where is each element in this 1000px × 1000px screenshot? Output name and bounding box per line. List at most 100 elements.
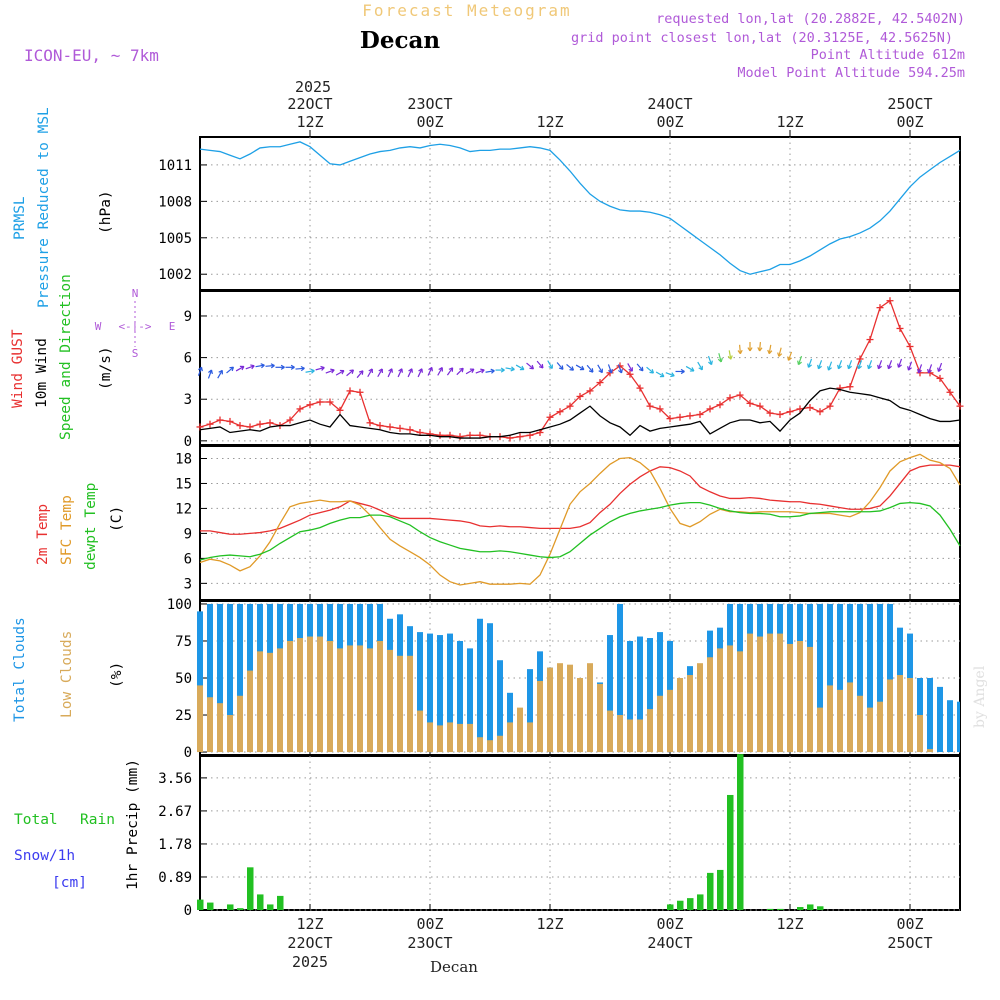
bar-total-clouds	[647, 638, 653, 753]
wind-arrow	[777, 347, 783, 357]
gust-marker	[686, 412, 694, 420]
wind-arrow-head	[937, 367, 940, 372]
panel-3	[197, 600, 961, 756]
panel-1	[196, 290, 964, 446]
wind-arrow-shaft	[325, 369, 335, 374]
top-axis-hour: 12Z	[776, 113, 803, 131]
wind-arrow	[207, 369, 213, 379]
gust-marker	[316, 398, 324, 406]
bar-total-rain	[767, 908, 774, 910]
wind-arrow	[646, 366, 655, 374]
wind-arrow-shaft	[586, 364, 594, 373]
bar-low-clouds	[927, 749, 933, 753]
wind-arrow	[597, 364, 603, 374]
gust-marker	[366, 419, 374, 427]
gust-marker	[956, 402, 964, 410]
wind-arrow	[235, 365, 245, 372]
snow-cm-label: [cm]	[52, 875, 87, 891]
wind-arrow	[707, 355, 713, 366]
bar-low-clouds	[467, 723, 473, 753]
wind-arrow	[417, 368, 423, 378]
compass-s: S	[132, 347, 139, 360]
gust-marker	[336, 406, 344, 414]
bar-low-clouds	[207, 697, 213, 753]
bar-low-clouds	[337, 648, 343, 753]
wind-arrow	[665, 372, 675, 378]
bar-total-clouds	[477, 618, 483, 753]
wind-arrow-head	[787, 356, 790, 361]
wind-dir-label: Speed and Direction	[58, 274, 74, 440]
bar-low-clouds	[827, 685, 833, 753]
gust-marker	[656, 405, 664, 413]
y-tick-label: 12	[175, 501, 192, 517]
bar-total-rain	[267, 904, 274, 910]
top-axis-hour: 00Z	[416, 113, 443, 131]
total-rain-label-rain: Rain	[80, 812, 115, 828]
gust-marker	[236, 422, 244, 430]
wind-arrow-head	[491, 370, 495, 374]
wind-arrow-head	[270, 365, 275, 369]
wind-arrow-head	[649, 371, 654, 374]
bar-total-rain	[717, 869, 724, 910]
bar-low-clouds	[747, 633, 753, 753]
bottom-axis-date: 23OCT	[407, 934, 452, 952]
bottom-axis-hour: 12Z	[296, 915, 323, 933]
y-tick-label: 1.78	[158, 837, 192, 853]
wind-arrow-shaft	[718, 353, 722, 363]
bar-total-clouds	[457, 640, 463, 753]
t2m-label: 2m Temp	[35, 504, 51, 565]
bar-low-clouds	[537, 680, 543, 753]
bottom-axis-hour: 12Z	[776, 915, 803, 933]
wind-arrow-head	[708, 361, 712, 366]
bar-total-clouds	[207, 603, 213, 753]
wind-arrow-shaft	[397, 368, 403, 378]
gust-marker	[326, 398, 334, 406]
wind-arrow-shaft	[897, 358, 903, 368]
y-tick-label: 25	[175, 708, 192, 724]
bar-total-clouds	[217, 603, 223, 753]
bar-total-clouds	[837, 603, 843, 753]
gust-marker	[206, 420, 214, 428]
gust-marker	[726, 394, 734, 402]
wind-arrow-head	[598, 370, 603, 374]
wind-arrow	[917, 364, 923, 374]
y-tick-label: 6	[184, 551, 192, 567]
wind-arrow	[757, 341, 763, 352]
wind-arrow	[586, 364, 594, 373]
wind-arrow-shaft	[255, 364, 265, 368]
wind-arrow-head	[907, 366, 910, 371]
series-line-2m-temp	[200, 464, 961, 535]
bar-low-clouds	[557, 663, 563, 753]
y-tick-label: 9	[184, 526, 192, 542]
wind-arrow	[446, 367, 454, 376]
bar-low-clouds	[677, 678, 683, 753]
y-tick-label: 1008	[158, 194, 192, 210]
bar-low-clouds	[767, 633, 773, 753]
wind-arrow	[536, 360, 544, 369]
chart-title: Forecast Meteogram	[362, 1, 571, 20]
bar-low-clouds	[907, 678, 913, 753]
wind-arrow-shaft	[226, 366, 234, 374]
wind-arrow-shaft	[646, 366, 654, 374]
panel-frame	[199, 755, 961, 911]
wind-arrow-shaft	[917, 364, 923, 374]
precip-labels: Total Rain Snow/1h [cm] 1hr Precip (mm)	[14, 759, 141, 891]
compass-w: W	[95, 320, 102, 333]
wind-arrow	[617, 364, 623, 374]
gust-marker	[746, 399, 754, 407]
bar-total-rain	[277, 895, 284, 910]
y-tick-label: 1005	[158, 231, 192, 247]
bar-total-clouds	[857, 603, 863, 753]
plot-layer: 1002100510081011036936912151802550751000…	[158, 95, 964, 971]
wind-arrow-head	[351, 369, 355, 374]
wind-arrow	[275, 364, 285, 370]
wind-arrow	[456, 367, 464, 376]
wind-arrow-shaft	[867, 360, 873, 369]
gust-marker	[386, 423, 394, 431]
wind-arrow	[377, 368, 383, 378]
series-line-10m-wind	[199, 387, 961, 439]
wind-arrow-shaft	[356, 370, 364, 379]
bar-total-rain	[777, 908, 784, 910]
wind-arrow-head	[500, 369, 505, 373]
